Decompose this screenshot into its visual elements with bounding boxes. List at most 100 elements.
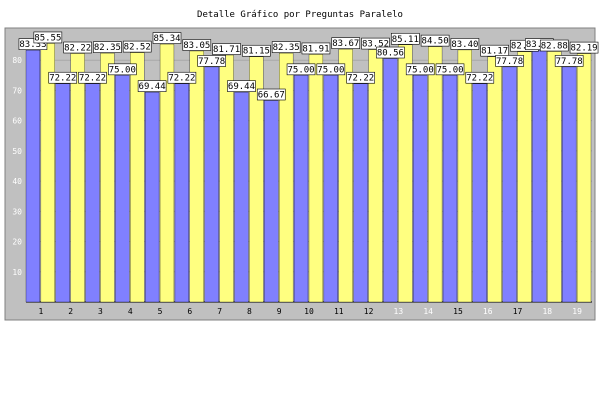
bar-s1-1 xyxy=(25,50,41,303)
bar-s2-4 xyxy=(130,52,145,303)
x-tick-label: 6 xyxy=(187,307,192,316)
data-label: 82.81 xyxy=(511,42,538,52)
bar-s2-19 xyxy=(576,53,592,303)
x-tick-label: 7 xyxy=(217,307,222,316)
bar-s1-4 xyxy=(115,75,130,303)
bar-s2-6 xyxy=(189,50,204,303)
data-label: 83.05 xyxy=(183,41,210,51)
data-label: 77.78 xyxy=(198,57,225,67)
x-tick-label: 11 xyxy=(334,307,344,316)
chart-title: Detalle Gráfico por Preguntas Paralelo xyxy=(197,10,403,20)
bar-s1-8 xyxy=(234,91,249,303)
data-label-box xyxy=(569,41,599,54)
data-label: 83.33 xyxy=(19,40,46,50)
bar-s1-3 xyxy=(85,83,100,303)
data-label: 80.56 xyxy=(377,49,404,59)
data-label-box xyxy=(450,38,480,50)
data-label: 69.44 xyxy=(139,82,166,92)
bar-s2-5 xyxy=(159,43,175,303)
data-label-box xyxy=(256,88,286,101)
data-label-box xyxy=(197,55,226,67)
x-axis-ticks: 1 2 3 4 5 6 7 8 9 10 11 12 13 14 15 16 17 18 19 xyxy=(38,307,582,316)
data-label-box xyxy=(152,32,182,44)
x-tick-label: 19 xyxy=(572,307,582,316)
x-tick-label: 8 xyxy=(247,307,252,316)
data-label-box xyxy=(137,80,167,92)
y-tick-label: 50 xyxy=(12,147,22,156)
bar-s2-15 xyxy=(457,49,472,303)
data-labels: 83.3385.5572.2282.2272.2282.3575.0082.52… xyxy=(18,31,599,101)
bar-s2-1 xyxy=(40,43,55,303)
data-label: 82.52 xyxy=(124,43,151,53)
data-label-box xyxy=(286,63,316,76)
data-label: 75.00 xyxy=(288,65,315,75)
data-label: 75.00 xyxy=(317,65,344,75)
x-tick-label: 9 xyxy=(277,307,282,316)
data-label-box xyxy=(33,31,63,44)
x-tick-label: 3 xyxy=(98,307,103,316)
bar-s2-10 xyxy=(308,54,324,303)
data-label-box xyxy=(212,43,241,55)
data-label: 72.22 xyxy=(79,74,106,84)
data-label-box xyxy=(480,44,509,57)
data-label-box xyxy=(316,63,346,76)
data-label: 77.78 xyxy=(496,57,523,67)
data-label-box xyxy=(18,38,48,50)
x-tick-label: 13 xyxy=(394,307,404,316)
bar-s1-15 xyxy=(442,75,458,303)
data-label-box xyxy=(420,34,450,47)
bar-s2-18 xyxy=(547,51,562,303)
bar-s1-14 xyxy=(413,75,428,303)
data-label-box xyxy=(93,41,122,53)
x-tick-label: 14 xyxy=(423,307,433,316)
data-label: 82.88 xyxy=(541,42,568,52)
data-label-box xyxy=(301,42,331,55)
bar-s2-3 xyxy=(100,52,115,303)
data-label: 82.35 xyxy=(94,43,121,53)
bar-s2-12 xyxy=(368,49,383,303)
data-label-box xyxy=(465,71,495,84)
data-label-box xyxy=(48,71,78,84)
data-label: 77.78 xyxy=(556,57,583,67)
data-label: 83.40 xyxy=(451,40,478,50)
data-label: 82.19 xyxy=(571,44,598,54)
bar-s2-14 xyxy=(428,46,443,303)
bar-s1-16 xyxy=(472,83,487,303)
data-label-box xyxy=(78,71,107,84)
x-tick-label: 18 xyxy=(542,307,552,316)
data-label: 72.22 xyxy=(49,74,76,84)
data-label-box xyxy=(108,63,137,76)
y-tick-label: 40 xyxy=(12,177,22,186)
x-tick-label: 2 xyxy=(68,307,73,316)
data-label-box xyxy=(361,37,390,50)
data-label-box xyxy=(182,39,212,51)
x-tick-label: 12 xyxy=(364,307,374,316)
bar-s1-9 xyxy=(264,100,279,303)
data-label: 83.33 xyxy=(526,40,553,50)
data-label: 72.22 xyxy=(168,74,195,84)
x-tick-label: 5 xyxy=(158,307,163,316)
data-label-box xyxy=(539,39,569,52)
data-label: 66.67 xyxy=(258,91,285,101)
bar-s1-17 xyxy=(502,66,517,303)
data-label: 75.00 xyxy=(436,65,463,75)
bar-s2-8 xyxy=(249,56,264,303)
data-label: 81.91 xyxy=(302,44,329,54)
x-tick-label: 16 xyxy=(483,307,493,316)
data-label: 72.22 xyxy=(347,74,374,84)
data-label: 81.15 xyxy=(243,47,270,57)
y-tick-label: 10 xyxy=(12,268,22,277)
bar-s1-2 xyxy=(55,83,70,303)
data-label: 85.11 xyxy=(392,35,419,45)
bar-s1-5 xyxy=(145,91,160,303)
data-label: 85.34 xyxy=(153,34,180,44)
data-label-box xyxy=(405,63,435,76)
data-label-box xyxy=(495,55,524,67)
x-tick-label: 17 xyxy=(513,307,523,316)
data-label: 69.44 xyxy=(228,82,255,92)
bar-s1-6 xyxy=(174,83,189,303)
y-tick-label: 80 xyxy=(12,56,22,65)
bar-s2-9 xyxy=(279,52,294,303)
y-tick-label: 30 xyxy=(12,207,22,216)
